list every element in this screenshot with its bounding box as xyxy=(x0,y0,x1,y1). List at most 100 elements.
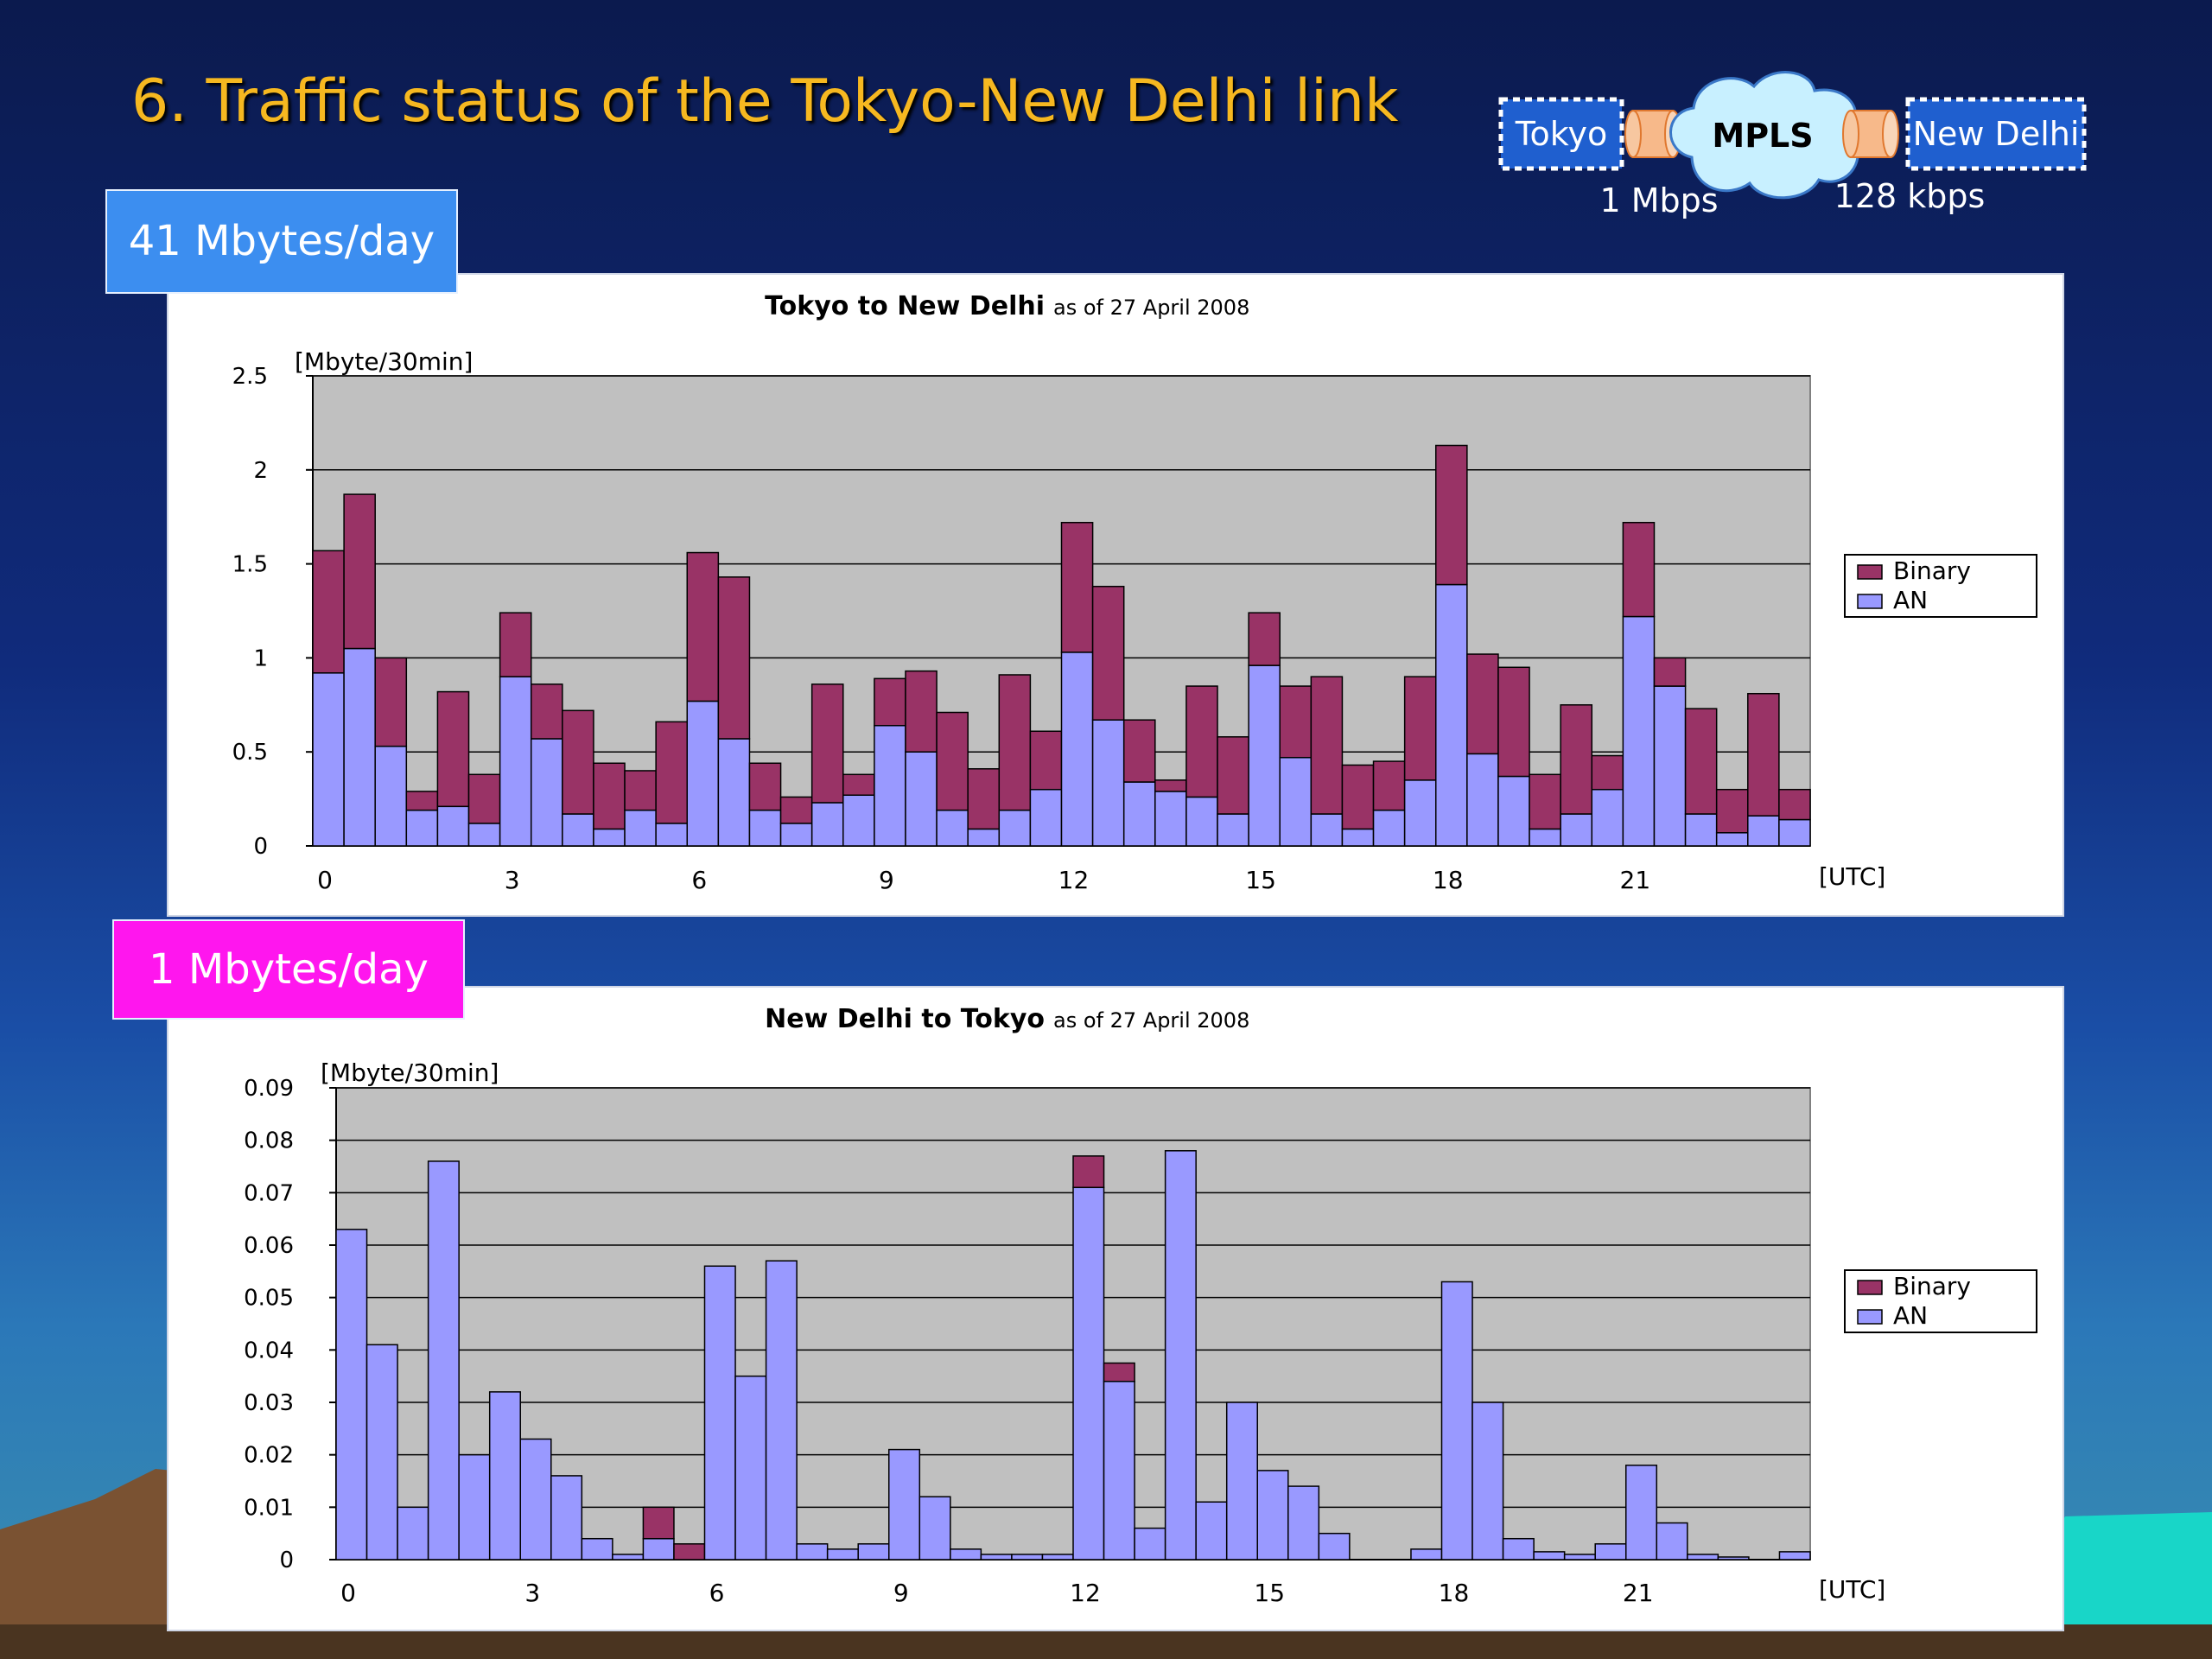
bar-an xyxy=(467,823,501,847)
bar-an xyxy=(1622,615,1656,847)
bar-binary xyxy=(967,768,1001,830)
legend-label-binary: Binary xyxy=(1893,556,1971,585)
daily-volume-callout-new-delhi: 1 Mbytes/day xyxy=(112,919,465,1020)
bar-an xyxy=(918,1496,951,1560)
bar-binary xyxy=(1684,708,1718,815)
bar-an xyxy=(1403,779,1437,847)
bar-an xyxy=(1310,813,1344,847)
chart-panel-new-delhi-to-tokyo: New Delhi to Tokyo as of 27 April 2008 [Mb… xyxy=(167,986,2064,1631)
bar-an xyxy=(796,1543,829,1560)
bar-an xyxy=(1591,788,1624,847)
bar-binary xyxy=(467,773,501,824)
x-tick-label: 6 xyxy=(691,866,707,894)
bar-an xyxy=(1072,1186,1105,1560)
y-tick-label: 0.07 xyxy=(244,1180,294,1206)
chart-subtitle: as of 27 April 2008 xyxy=(1053,296,1249,320)
bar-an xyxy=(1287,1485,1320,1560)
bar-an xyxy=(717,738,751,847)
bar-an xyxy=(427,1160,460,1560)
x-tick-label: 6 xyxy=(709,1579,725,1607)
bar-an xyxy=(1594,1543,1627,1560)
bar-an xyxy=(1103,1380,1135,1560)
bar-binary xyxy=(436,690,470,808)
x-tick-label: 0 xyxy=(317,866,333,894)
x-tick-label: 12 xyxy=(1058,866,1090,894)
bar-an xyxy=(734,1375,767,1560)
y-unit-label: [Mbyte/30min] xyxy=(321,1058,499,1087)
chart-new-delhi-to-tokyo: New Delhi to Tokyo as of 27 April 2008 [Mb… xyxy=(244,1004,2037,1607)
bar-binary xyxy=(1103,1362,1135,1382)
legend-label-an: AN xyxy=(1893,1301,1928,1330)
bar-an xyxy=(1091,719,1125,847)
bar-an xyxy=(1471,1402,1504,1560)
legend-swatch-binary xyxy=(1857,564,1883,580)
bar-binary xyxy=(562,709,594,815)
bar-an xyxy=(1560,813,1593,847)
bar-an xyxy=(519,1438,552,1560)
bar-an xyxy=(1435,583,1468,847)
bar-binary xyxy=(1122,719,1156,783)
bar-an xyxy=(1778,818,1811,847)
x-tick-label: 9 xyxy=(893,1579,909,1607)
x-tick-label: 0 xyxy=(340,1579,356,1607)
bar-binary xyxy=(686,551,720,702)
bar-an xyxy=(1778,1551,1811,1560)
bar-an xyxy=(826,1548,859,1560)
bar-an xyxy=(1502,1537,1535,1560)
y-tick-label: 0 xyxy=(253,834,268,860)
bar-an xyxy=(810,802,844,847)
bar-binary xyxy=(1185,685,1218,798)
bar-binary xyxy=(405,791,439,811)
x-tick-label: 15 xyxy=(1254,1579,1285,1607)
bar-an xyxy=(1225,1402,1259,1560)
bar-binary xyxy=(1279,685,1313,759)
bar-an xyxy=(488,1391,522,1560)
bar-binary xyxy=(842,773,875,796)
bar-an xyxy=(1684,813,1718,847)
network-diagram: Tokyo MPLS New Delhi 1 Mbps 128 kbps xyxy=(1498,71,2087,219)
bar-an xyxy=(1279,756,1313,847)
bar-an xyxy=(980,1554,1013,1560)
legend-swatch-binary xyxy=(1857,1280,1883,1295)
bar-binary xyxy=(1403,676,1437,781)
bar-binary xyxy=(1622,521,1656,618)
bar-an xyxy=(1134,1527,1166,1560)
x-tick-label: 3 xyxy=(524,1579,540,1607)
y-tick-label: 0.01 xyxy=(244,1495,294,1521)
y-tick-label: 0.04 xyxy=(244,1338,294,1363)
bar-an xyxy=(581,1537,613,1560)
bar-an xyxy=(397,1506,429,1560)
bar-binary xyxy=(1060,521,1094,653)
bar-binary xyxy=(1529,773,1561,830)
bar-an xyxy=(335,1229,368,1560)
x-tick-label: 12 xyxy=(1070,1579,1101,1607)
bar-an xyxy=(1717,1556,1750,1560)
x-axis-label: [UTC] xyxy=(1819,1575,1885,1604)
bar-an xyxy=(365,1344,398,1560)
y-tick-label: 0.09 xyxy=(244,1076,294,1102)
bar-binary xyxy=(1372,760,1406,811)
new-delhi-node-box xyxy=(1905,97,2087,171)
left-link-cylinder xyxy=(1624,110,1681,158)
x-tick-label: 3 xyxy=(505,866,520,894)
bar-an xyxy=(1656,1522,1688,1560)
bar-an xyxy=(642,1537,675,1560)
bar-an xyxy=(562,813,594,847)
bar-binary xyxy=(1435,444,1468,586)
x-axis-label: [UTC] xyxy=(1819,862,1885,891)
bar-an xyxy=(1164,1150,1197,1560)
bar-an xyxy=(936,809,969,847)
bar-binary xyxy=(1778,788,1811,821)
y-tick-label: 0.08 xyxy=(244,1128,294,1154)
y-tick-label: 1.5 xyxy=(232,552,268,578)
legend-label-an: AN xyxy=(1893,586,1928,614)
bar-an xyxy=(686,700,720,847)
bar-binary xyxy=(1072,1155,1105,1189)
bar-an xyxy=(1154,791,1187,847)
bar-an xyxy=(1248,664,1281,847)
y-tick-label: 0.05 xyxy=(244,1286,294,1312)
x-tick-label: 21 xyxy=(1620,866,1651,894)
bar-an xyxy=(857,1543,890,1560)
bar-binary xyxy=(1029,730,1063,791)
